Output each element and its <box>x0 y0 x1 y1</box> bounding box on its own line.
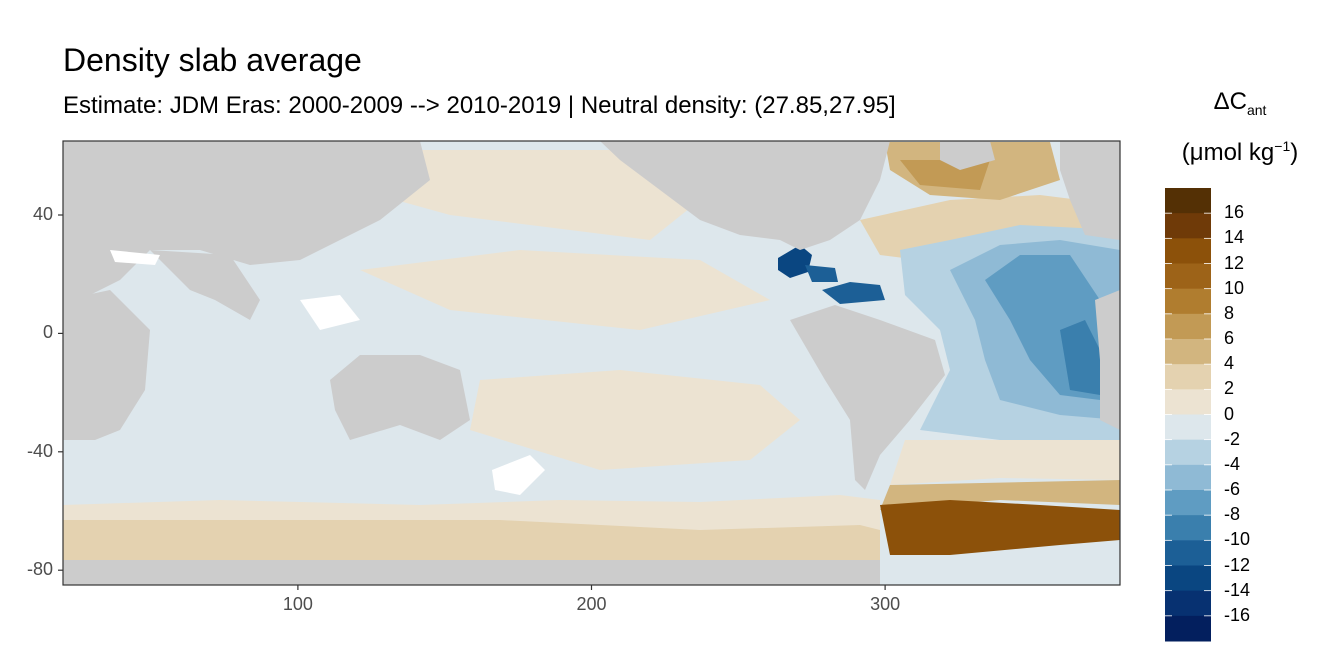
new-zealand-gap <box>492 455 545 495</box>
legend-label: -12 <box>1224 554 1251 575</box>
colorbar-segment <box>1165 213 1211 239</box>
colorbar-segment <box>1165 339 1211 365</box>
legend-label: -4 <box>1224 453 1241 474</box>
colorbar-segment <box>1165 389 1211 415</box>
y-ticks <box>58 214 63 571</box>
y-tick-label: -40 <box>26 440 53 461</box>
caribbean-sea <box>822 282 885 304</box>
land-greenland <box>940 141 995 170</box>
yucatan-basin <box>805 265 838 282</box>
land-north-america <box>600 141 890 250</box>
colorbar-segment <box>1165 590 1211 617</box>
land-africa <box>63 290 150 440</box>
y-tick-label: 0 <box>42 322 53 343</box>
legend-title: ΔCant <box>1213 88 1267 118</box>
colorbar-segment <box>1165 313 1211 340</box>
colorbar-segment <box>1165 565 1211 592</box>
colorbar-segment <box>1165 515 1211 541</box>
legend-label: 16 <box>1224 202 1245 223</box>
land-antarctica <box>63 560 880 585</box>
indonesia-gap <box>300 295 360 330</box>
colorbar-segment <box>1165 263 1211 290</box>
colorbar-segment <box>1165 439 1211 466</box>
legend-label: -8 <box>1224 504 1241 525</box>
equatorial-pacific-tan <box>360 250 770 330</box>
legend-label: 6 <box>1224 328 1235 348</box>
map-panel <box>63 141 1120 585</box>
land-arabia-india <box>150 250 260 320</box>
x-tick-label: 300 <box>870 594 901 614</box>
colorbar <box>1165 188 1211 642</box>
north-pacific-tan <box>360 150 700 240</box>
land-europe <box>1060 141 1120 240</box>
y-tick-label: 40 <box>32 204 53 224</box>
legend-label: -2 <box>1224 428 1241 449</box>
island-gap <box>110 250 160 265</box>
south-atlantic-band <box>890 440 1120 485</box>
colorbar-segment <box>1165 464 1211 491</box>
legend-label: 12 <box>1224 252 1245 273</box>
land-south-america <box>790 305 945 490</box>
x-tick-label: 100 <box>282 594 313 614</box>
legend-label: -10 <box>1224 529 1251 550</box>
colorbar-segment <box>1165 615 1211 642</box>
legend-label: 10 <box>1224 277 1245 298</box>
legend-label: 2 <box>1224 378 1235 399</box>
legend-label: -14 <box>1224 579 1251 600</box>
chart-subtitle: Estimate: JDM Eras: 2000-2009 --> 2010-2… <box>63 92 896 119</box>
legend-label: 14 <box>1224 227 1245 248</box>
pacific-south-tan <box>470 370 800 470</box>
colorbar-segment <box>1165 414 1211 441</box>
legend-label: -16 <box>1224 604 1251 625</box>
colorbar-segment <box>1165 490 1211 516</box>
colorbar-segment <box>1165 238 1211 264</box>
land-west-africa <box>1095 290 1120 430</box>
gulf-of-mexico <box>778 245 812 278</box>
x-ticks <box>297 585 886 590</box>
legend-label: 0 <box>1224 403 1235 424</box>
land-eurasia <box>63 141 430 300</box>
legend-units: (μmol kg−1) <box>1181 138 1299 166</box>
east-atlantic-core <box>1060 320 1100 395</box>
x-tick-label: 200 <box>576 594 607 614</box>
y-tick-label: -80 <box>26 559 53 580</box>
colorbar-segment <box>1165 540 1211 566</box>
legend-label: 4 <box>1224 353 1235 374</box>
legend-label: -6 <box>1224 479 1241 499</box>
colorbar-segment <box>1165 188 1211 214</box>
colorbar-segment <box>1165 364 1211 390</box>
weddell-sea <box>880 500 1120 555</box>
colorbar-segment <box>1165 288 1211 315</box>
chart-title: Density slab average <box>63 42 362 78</box>
antarctic-margin-band <box>63 520 880 560</box>
legend-label: 8 <box>1224 302 1235 323</box>
land-australia <box>330 355 470 440</box>
